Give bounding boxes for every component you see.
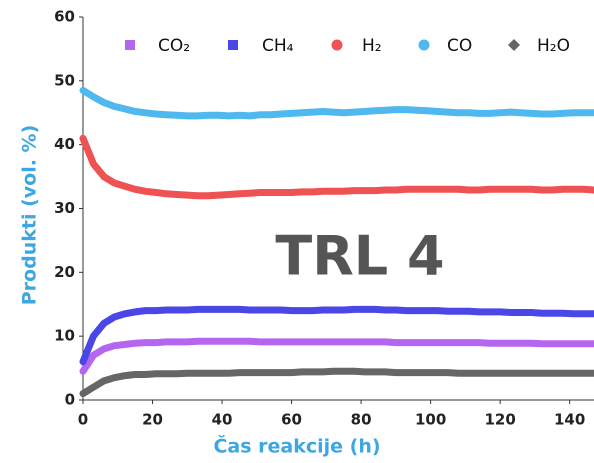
x-tick-label: 80: [351, 411, 372, 429]
y-tick-label: 0: [65, 391, 75, 409]
legend-marker: [331, 39, 343, 51]
x-tick-label: 120: [484, 411, 515, 429]
x-tick-label: 40: [212, 411, 233, 429]
x-axis-title: Čas reakcije (h): [213, 434, 380, 458]
series-line: [79, 305, 594, 366]
y-tick-label: 20: [54, 263, 75, 281]
y-tick-label: 50: [54, 71, 75, 89]
x-tick-label: 140: [554, 411, 585, 429]
legend-marker: [125, 40, 135, 50]
x-tick-label: 20: [142, 411, 163, 429]
legend-marker: [228, 40, 238, 50]
y-axis-title: Produkti (vol. %): [19, 125, 41, 306]
legend-label: CH₄: [262, 36, 294, 56]
series-line: [79, 367, 594, 398]
y-tick-label: 40: [54, 135, 75, 153]
y-tick-label: 30: [54, 199, 75, 217]
series-line: [79, 86, 594, 120]
x-tick-label: 100: [415, 411, 446, 429]
x-tick-label: 60: [281, 411, 302, 429]
legend-label: H₂O: [537, 36, 570, 56]
legend-label: CO: [447, 36, 472, 56]
y-tick-label: 10: [54, 327, 75, 345]
series-line: [79, 337, 594, 375]
legend-marker: [418, 39, 430, 51]
legend-label: H₂: [362, 36, 382, 56]
y-tick-label: 60: [54, 8, 75, 26]
x-tick-label: 0: [78, 411, 88, 429]
annotation: TRL 4: [275, 225, 444, 288]
legend-label: CO₂: [158, 36, 190, 56]
legend-marker: [508, 39, 520, 51]
series-line: [79, 134, 594, 200]
